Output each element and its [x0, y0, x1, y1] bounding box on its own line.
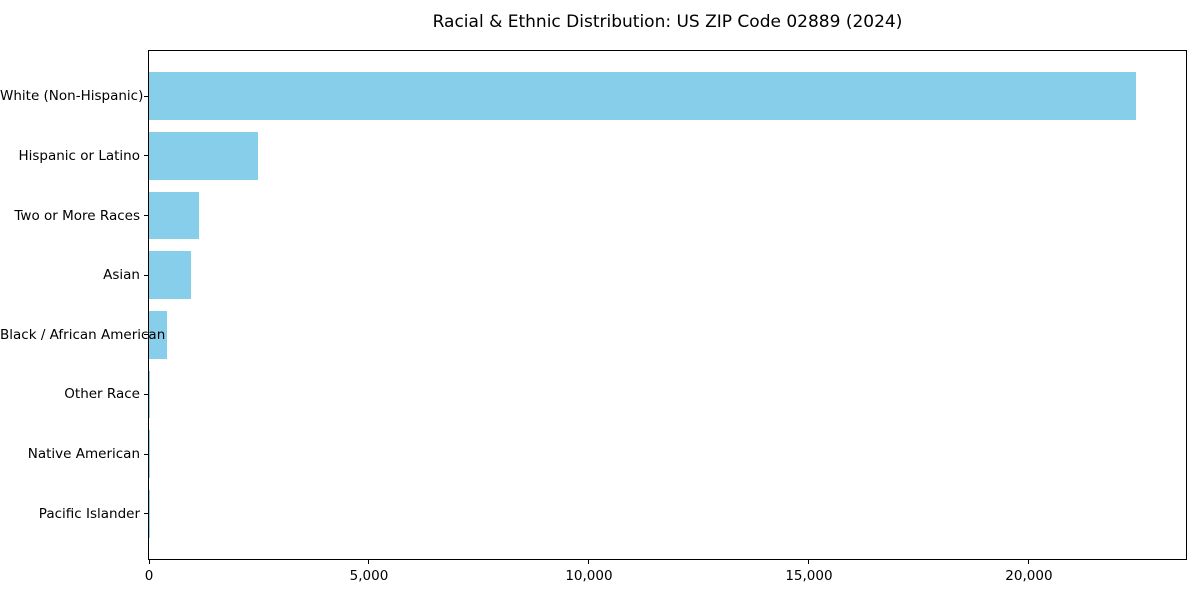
- y-tick-mark: [144, 453, 148, 455]
- y-tick-mark: [144, 215, 148, 217]
- chart-title: Racial & Ethnic Distribution: US ZIP Cod…: [432, 12, 903, 32]
- bar-asian: [149, 251, 191, 300]
- bar-black-african-american: [149, 310, 167, 359]
- y-tick-label-two-or-more-races: Two or More Races: [14, 207, 140, 224]
- bar-hispanic-or-latino: [149, 132, 259, 180]
- y-tick-label-black-african-american: Black / African American: [0, 326, 166, 343]
- y-tick-label-white-non-hispanic: White (Non-Hispanic): [0, 88, 144, 105]
- y-tick-mark: [144, 155, 148, 157]
- x-tick-label-10-000: 10,000: [565, 568, 613, 584]
- y-tick-label-asian: Asian: [103, 267, 140, 284]
- y-tick-label-native-american: Native American: [27, 446, 140, 463]
- x-tick-mark: [368, 560, 370, 564]
- y-tick-label-other-race: Other Race: [64, 386, 140, 403]
- x-tick-label-20-000: 20,000: [1005, 568, 1053, 584]
- x-tick-mark: [148, 560, 150, 564]
- x-tick-mark: [588, 560, 590, 564]
- y-tick-label-hispanic-or-latino: Hispanic or Latino: [18, 147, 140, 164]
- bar-native-american: [149, 430, 150, 478]
- plot-area: [148, 50, 1187, 560]
- x-tick-label-5-000: 5,000: [349, 568, 389, 584]
- y-tick-mark: [144, 95, 148, 97]
- x-tick-mark: [808, 560, 810, 564]
- x-tick-label-0: 0: [144, 568, 154, 584]
- x-tick-mark: [1028, 560, 1030, 564]
- bar-two-or-more-races: [149, 191, 199, 240]
- x-tick-label-15-000: 15,000: [785, 568, 833, 584]
- y-tick-mark: [144, 274, 148, 276]
- y-tick-mark: [144, 393, 148, 395]
- y-tick-mark: [144, 513, 148, 515]
- y-tick-mark: [144, 334, 148, 336]
- y-tick-label-pacific-islander: Pacific Islander: [38, 505, 140, 522]
- bar-white-non-hispanic: [149, 72, 1136, 121]
- bar-other-race: [149, 370, 151, 419]
